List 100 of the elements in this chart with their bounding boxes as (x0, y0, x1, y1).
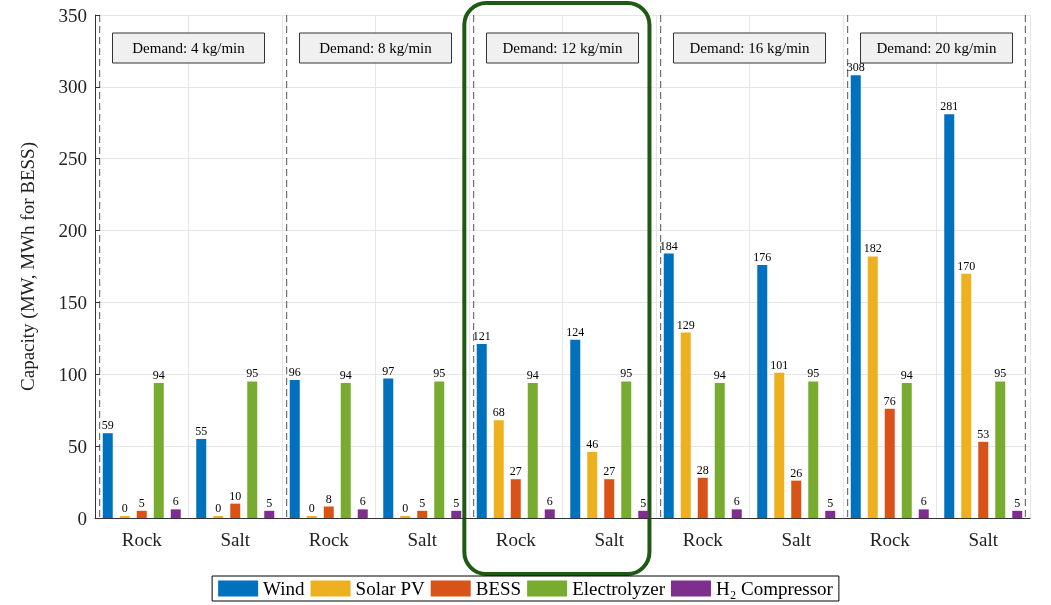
bar (731, 509, 742, 518)
data-label: 6 (359, 494, 366, 509)
bar (102, 433, 113, 518)
data-label: 95 (433, 366, 446, 381)
bar (680, 332, 691, 518)
annotation: Demand: 16 kg/min (689, 40, 810, 56)
bar (264, 510, 275, 518)
bar (357, 509, 368, 518)
x-tick-label: Salt (594, 529, 625, 550)
data-label: 95 (807, 366, 820, 381)
legend-label: BESS (475, 578, 522, 599)
legend-label: Solar PV (355, 578, 425, 599)
bar (621, 381, 632, 518)
x-tick-label: Salt (407, 529, 438, 550)
y-tick-label: 0 (77, 507, 87, 529)
bar (901, 382, 912, 518)
x-tick-label: Rock (869, 529, 911, 550)
y-axis-title: Capacity (MW, MWh for BESS) (17, 142, 39, 391)
y-tick-label: 200 (58, 220, 87, 242)
data-label: 68 (492, 405, 505, 420)
data-label: 95 (246, 366, 259, 381)
bar (247, 381, 258, 518)
bar (383, 378, 394, 518)
data-label: 5 (1014, 495, 1021, 510)
annotation: Demand: 4 kg/min (132, 40, 246, 56)
annotation: Demand: 8 kg/min (319, 40, 433, 56)
bar (978, 441, 989, 518)
y-tick-label: 100 (58, 363, 87, 385)
data-label: 129 (676, 317, 695, 332)
x-tick-label: Rock (308, 529, 350, 550)
annotation: Demand: 20 kg/min (876, 40, 997, 56)
data-label: 95 (994, 366, 1007, 381)
bar (757, 265, 768, 518)
bar (289, 380, 300, 518)
bar (230, 503, 241, 518)
data-label: 53 (977, 426, 990, 441)
bar (570, 339, 581, 518)
bar (434, 381, 445, 518)
data-label: 10 (229, 488, 242, 503)
data-label: 0 (121, 501, 128, 515)
data-label: 0 (215, 501, 222, 515)
bar (587, 451, 598, 518)
bar (995, 381, 1006, 518)
data-label: 176 (753, 250, 772, 265)
bar (714, 382, 725, 518)
data-label: 0 (402, 501, 409, 515)
x-tick-label: Rock (682, 529, 724, 550)
data-label: 94 (713, 367, 726, 382)
bar (170, 509, 181, 518)
bar (196, 438, 207, 518)
y-tick-label: 300 (58, 76, 87, 98)
data-label: 0 (308, 501, 315, 515)
data-label: 94 (900, 367, 913, 382)
x-tick-label: Salt (968, 529, 999, 550)
data-label: 97 (382, 363, 395, 378)
bar (697, 477, 708, 518)
bar (774, 372, 785, 518)
bar (918, 509, 929, 518)
data-label: 184 (659, 238, 678, 253)
data-label: 96 (288, 365, 301, 380)
bar (808, 381, 819, 518)
data-label: 6 (920, 494, 927, 509)
data-label: 46 (586, 436, 599, 451)
data-label: 5 (138, 495, 145, 510)
data-label: 26 (790, 465, 803, 480)
data-label: 5 (640, 495, 647, 510)
data-label: 308 (846, 60, 865, 75)
data-label: 124 (566, 324, 585, 339)
bar (604, 479, 615, 518)
data-label: 59 (101, 418, 114, 433)
legend-label: Wind (263, 578, 306, 599)
bar (417, 510, 428, 518)
bar (1012, 510, 1023, 518)
data-label: 5 (453, 495, 460, 510)
bar (510, 479, 521, 518)
data-label: 5 (419, 495, 426, 510)
data-label: 27 (603, 464, 616, 479)
bar (791, 480, 802, 518)
data-label: 94 (152, 367, 165, 382)
x-tick-label: Salt (781, 529, 812, 550)
data-label: 182 (863, 241, 882, 256)
data-label: 8 (325, 491, 332, 506)
bar (663, 253, 674, 518)
data-label: 6 (733, 494, 740, 509)
data-label: 6 (172, 494, 179, 509)
data-label: 28 (696, 462, 709, 477)
x-tick-label: Rock (495, 529, 537, 550)
data-label: 121 (472, 329, 491, 344)
bar (476, 344, 487, 518)
annotation: Demand: 12 kg/min (502, 40, 623, 56)
data-label: 101 (770, 357, 789, 372)
data-label: 6 (546, 494, 553, 509)
data-label: 95 (620, 366, 633, 381)
y-tick-label: 350 (58, 4, 87, 26)
x-tick-label: Rock (121, 529, 163, 550)
bar (825, 510, 836, 518)
bar (961, 273, 972, 518)
legend-label: H₂ Compressor (715, 578, 834, 599)
bar (944, 114, 955, 518)
bar (153, 382, 164, 518)
